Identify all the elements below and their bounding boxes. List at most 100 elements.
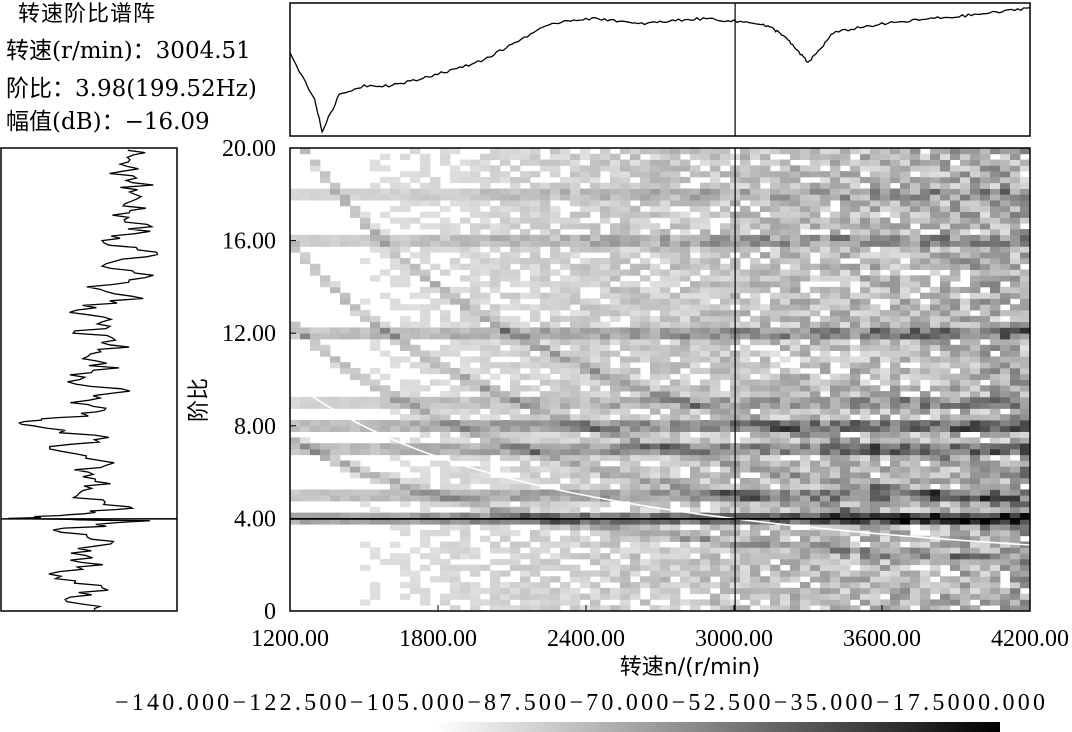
heatmap-cell bbox=[980, 165, 991, 172]
heatmap-cell bbox=[770, 501, 781, 508]
heatmap-cell bbox=[810, 373, 821, 380]
heatmap-cell bbox=[950, 396, 961, 404]
heatmap-cell bbox=[660, 356, 671, 363]
heatmap-cell bbox=[470, 188, 481, 195]
heatmap-cell bbox=[470, 223, 481, 230]
heatmap-cell bbox=[690, 443, 701, 450]
heatmap-cell bbox=[720, 252, 731, 259]
heatmap-cell bbox=[860, 275, 871, 282]
heatmap-cell bbox=[610, 188, 621, 195]
heatmap-cell bbox=[760, 263, 771, 270]
heatmap-cell bbox=[540, 182, 551, 189]
heatmap-cell bbox=[440, 570, 451, 577]
heatmap-cell bbox=[500, 477, 511, 485]
heatmap-cell bbox=[880, 535, 891, 542]
heatmap-cell bbox=[760, 547, 771, 554]
heatmap-cell bbox=[590, 176, 601, 184]
heatmap-cell bbox=[410, 391, 421, 398]
heatmap-cell bbox=[550, 524, 561, 531]
heatmap-cell bbox=[330, 460, 341, 467]
heatmap-cell bbox=[420, 599, 431, 606]
heatmap-cell bbox=[920, 396, 931, 404]
heatmap-cell bbox=[990, 217, 1001, 224]
heatmap-cell bbox=[840, 373, 851, 380]
heatmap-cell bbox=[640, 275, 651, 282]
heatmap-cell bbox=[850, 448, 861, 456]
heatmap-cell bbox=[930, 437, 941, 444]
heatmap-cell bbox=[910, 379, 921, 386]
heatmap-cell bbox=[650, 512, 661, 519]
heatmap-cell bbox=[820, 338, 831, 346]
heatmap-cell bbox=[950, 373, 961, 380]
heatmap-cell bbox=[760, 518, 771, 525]
heatmap-cell bbox=[870, 263, 881, 270]
heatmap-cell bbox=[1010, 489, 1021, 496]
heatmap-cell bbox=[760, 286, 771, 294]
heatmap-cell bbox=[900, 286, 911, 294]
heatmap-cell bbox=[560, 535, 571, 542]
heatmap-cell bbox=[1000, 229, 1011, 236]
heatmap-cell bbox=[390, 188, 401, 195]
heatmap-cell bbox=[600, 304, 611, 311]
heatmap-cell bbox=[400, 495, 411, 502]
heatmap-cell bbox=[460, 524, 471, 531]
heatmap-cell bbox=[430, 327, 441, 334]
heatmap-cell bbox=[720, 350, 731, 357]
heatmap-cell bbox=[560, 263, 571, 270]
heatmap-cell bbox=[620, 188, 631, 195]
heatmap-cell bbox=[970, 315, 981, 323]
heatmap-cell bbox=[930, 257, 941, 265]
heatmap-cell bbox=[420, 367, 431, 375]
heatmap-cell bbox=[790, 501, 801, 508]
heatmap-cell bbox=[800, 327, 811, 334]
heatmap-frame[interactable] bbox=[289, 147, 1031, 612]
heatmap-cell bbox=[620, 257, 631, 265]
heatmap-cell bbox=[330, 512, 341, 519]
heatmap-cell bbox=[890, 420, 901, 427]
heatmap-cell bbox=[890, 171, 901, 178]
heatmap-cell bbox=[760, 338, 771, 346]
heatmap-cell bbox=[630, 391, 641, 398]
heatmap-cell bbox=[560, 338, 571, 346]
heatmap-cell bbox=[600, 194, 611, 201]
top-trace-frame[interactable] bbox=[289, 2, 1031, 137]
heatmap-cell bbox=[590, 495, 601, 502]
heatmap-cell bbox=[500, 443, 511, 450]
heatmap-cell bbox=[820, 223, 831, 230]
heatmap-cell bbox=[470, 257, 481, 265]
heatmap-cell bbox=[620, 304, 631, 311]
heatmap-cell bbox=[880, 506, 891, 514]
side-trace-frame[interactable] bbox=[0, 147, 178, 612]
heatmap-cell bbox=[700, 205, 711, 213]
heatmap-cell bbox=[920, 234, 931, 241]
heatmap-cell bbox=[390, 495, 401, 502]
heatmap-cell bbox=[970, 483, 981, 490]
heatmap-cell bbox=[910, 194, 921, 201]
heatmap-cell bbox=[890, 605, 901, 611]
heatmap-cell bbox=[610, 477, 621, 485]
heatmap-cell bbox=[650, 541, 661, 548]
heatmap-cell bbox=[470, 518, 481, 525]
heatmap-cell bbox=[970, 171, 981, 178]
heatmap-cell bbox=[980, 512, 991, 519]
heatmap-cell bbox=[610, 448, 621, 456]
heatmap-cell bbox=[900, 165, 911, 172]
heatmap-cell bbox=[490, 483, 501, 490]
heatmap-cell bbox=[870, 443, 881, 450]
heatmap-cell bbox=[650, 570, 661, 577]
heatmap-cell bbox=[460, 385, 471, 392]
heatmap-cell bbox=[840, 171, 851, 178]
heatmap-cell bbox=[720, 194, 731, 201]
heatmap-cell bbox=[810, 593, 821, 600]
heatmap-cell bbox=[660, 252, 671, 259]
heatmap-cell bbox=[560, 188, 571, 195]
heatmap-cell bbox=[850, 454, 861, 461]
chart-title: 转速阶比谱阵 bbox=[18, 2, 157, 27]
heatmap-cell bbox=[620, 518, 631, 525]
heatmap-cell bbox=[980, 252, 991, 259]
heatmap-cell bbox=[820, 275, 831, 282]
heatmap-cell bbox=[780, 489, 791, 496]
heatmap-cell bbox=[750, 194, 761, 201]
heatmap-cell bbox=[630, 379, 641, 386]
